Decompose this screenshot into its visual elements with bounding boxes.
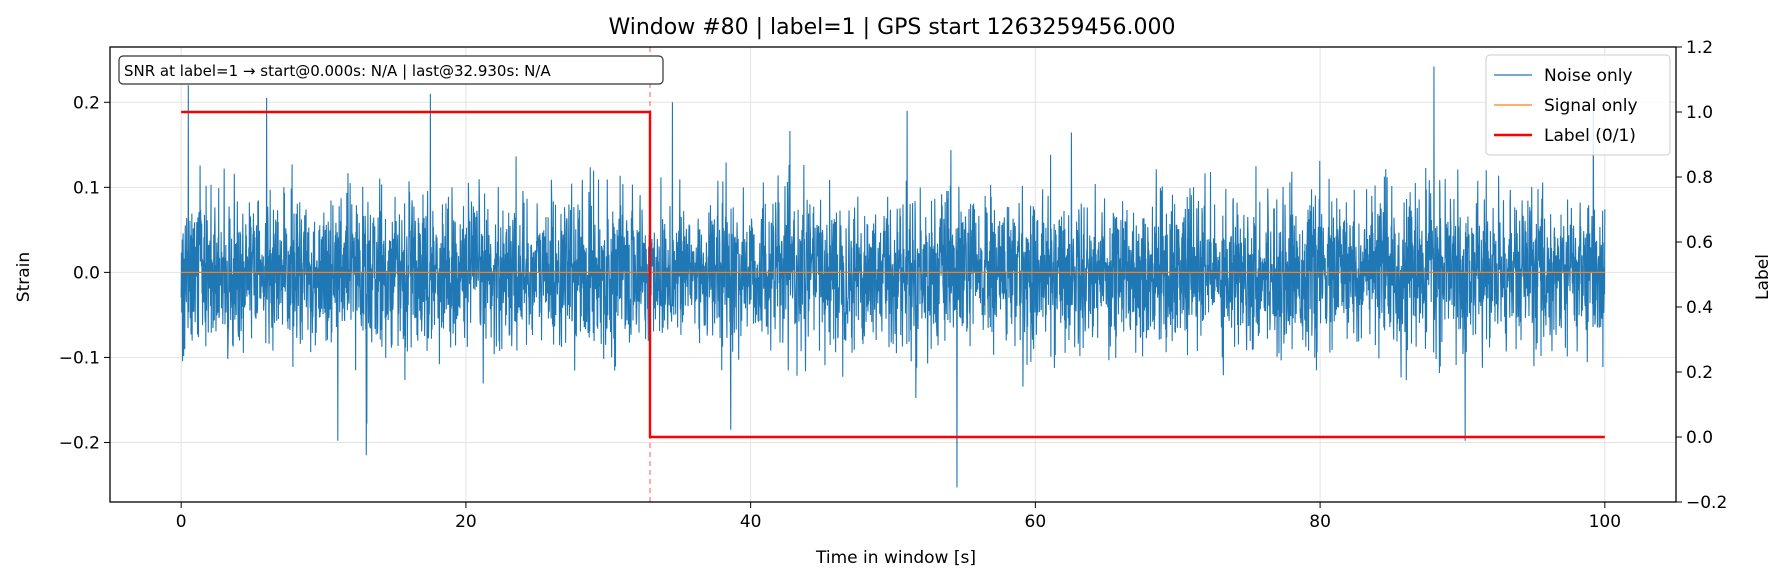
y2-tick-label-6: 1.0 (1686, 103, 1713, 123)
y-tick-label-0: −0.2 (59, 433, 100, 453)
y2-tick-label-1: 0.0 (1686, 428, 1713, 448)
y2-tick-label-7: 1.2 (1686, 38, 1713, 58)
y-tick-label-3: 0.1 (73, 178, 100, 198)
ticks: 0 20 40 60 80 100 −0.2 −0.1 0.0 0.1 0.2 −0.2 0.0 0.2 0… (59, 38, 1728, 532)
label-step-line (181, 110, 1605, 439)
y-axis-label: Strain (14, 252, 34, 302)
y-tick-label-1: −0.1 (59, 348, 100, 368)
y2-tick-label-0: −0.2 (1686, 493, 1727, 513)
chart-title: Window #80 | label=1 | GPS start 1263259… (608, 15, 1175, 40)
y2-axis-label: Label (1753, 254, 1773, 300)
snr-annotation: SNR at label=1 → start@0.000s: N/A | las… (118, 55, 664, 85)
legend: Noise only Signal only Label (0/1) (1485, 54, 1671, 156)
y-tick-label-4: 0.2 (73, 93, 100, 113)
x-tick-label-4: 80 (1309, 512, 1331, 532)
noise-series (180, 66, 1606, 488)
x-tick-label-3: 60 (1025, 512, 1047, 532)
x-tick-label-1: 20 (455, 512, 477, 532)
legend-label-2: Label (0/1) (1544, 126, 1636, 146)
y2-tick-label-3: 0.4 (1686, 298, 1713, 318)
series-marks (181, 47, 1605, 502)
axes (109, 46, 1677, 503)
y-tick-label-2: 0.0 (73, 263, 100, 283)
x-tick-label-5: 100 (1589, 512, 1621, 532)
plot-frame (109, 46, 1677, 503)
legend-label-1: Signal only (1544, 96, 1638, 116)
legend-label-0: Noise only (1544, 66, 1633, 86)
x-tick-label-2: 40 (740, 512, 762, 532)
annotation-box (118, 55, 664, 85)
noise-only-line (180, 66, 1606, 488)
x-tick-label-0: 0 (176, 512, 187, 532)
y2-tick-label-4: 0.6 (1686, 233, 1713, 253)
annotation-text: SNR at label=1 → start@0.000s: N/A | las… (124, 62, 551, 80)
y2-tick-label-5: 0.8 (1686, 168, 1713, 188)
x-axis-label: Time in window [s] (815, 548, 976, 568)
legend-box (1485, 54, 1671, 156)
y2-tick-label-2: 0.2 (1686, 363, 1713, 383)
